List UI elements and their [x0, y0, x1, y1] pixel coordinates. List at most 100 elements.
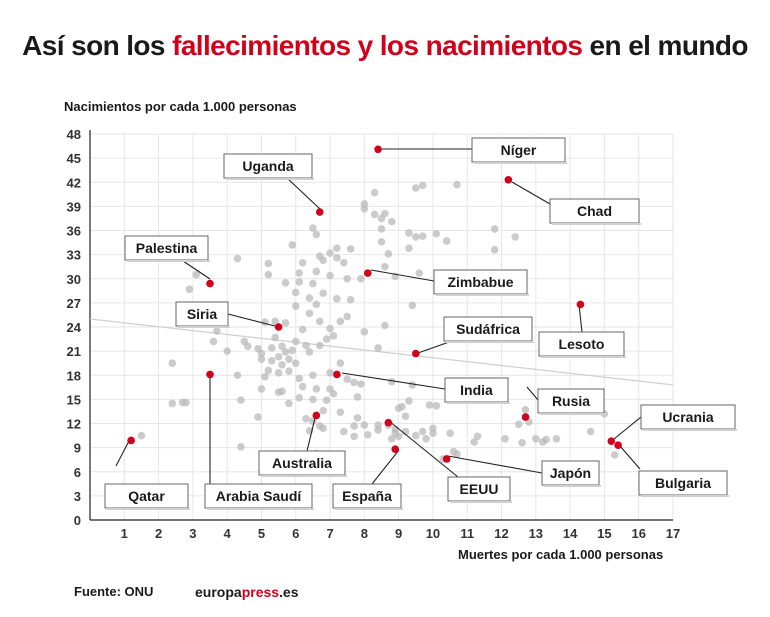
- label-box-shadow: [261, 475, 347, 477]
- y-tick-label: 12: [67, 417, 81, 432]
- highlight-palestina: Palestina: [124, 235, 214, 288]
- data-point: [343, 375, 352, 384]
- data-point: [302, 341, 310, 350]
- highlight-eeuu: EEUU: [384, 418, 512, 503]
- highlight-point: [521, 413, 530, 421]
- data-point: [312, 300, 321, 309]
- data-point: [453, 450, 461, 458]
- x-tick-label: 11: [460, 526, 474, 541]
- data-point: [408, 301, 417, 310]
- highlight-zimbabue: Zimbabue: [363, 269, 529, 296]
- data-point: [411, 431, 420, 440]
- y-tick-label: 18: [67, 368, 81, 383]
- leader-line: [115, 438, 131, 467]
- data-point: [405, 229, 413, 237]
- data-point: [432, 402, 441, 410]
- data-point: [346, 295, 355, 304]
- x-tick-label: 16: [631, 526, 645, 541]
- data-point: [357, 380, 365, 388]
- point-label: Níger: [501, 142, 537, 158]
- data-point: [267, 356, 276, 365]
- data-point: [387, 434, 396, 443]
- data-point: [298, 258, 307, 267]
- data-point: [274, 369, 283, 377]
- x-tick-label: 17: [666, 526, 680, 541]
- y-tick-label: 0: [74, 513, 81, 528]
- data-point: [370, 210, 379, 219]
- data-point: [264, 259, 273, 268]
- data-point: [387, 217, 396, 226]
- y-axis-label: Nacimientos por cada 1.000 personas: [64, 99, 297, 114]
- y-tick-label: 24: [67, 320, 82, 335]
- point-label: EEUU: [460, 481, 499, 497]
- data-point: [271, 333, 279, 342]
- highlight-espana: España: [332, 445, 403, 510]
- label-box: [471, 137, 566, 163]
- data-point: [518, 439, 526, 447]
- data-point: [295, 374, 303, 383]
- x-tick-label: 3: [189, 526, 196, 541]
- brand-part-1: europa: [195, 584, 242, 600]
- data-point: [333, 244, 341, 252]
- data-point: [281, 278, 290, 287]
- highlight-chad: Chad: [504, 176, 641, 225]
- highlight-point: [607, 437, 616, 445]
- highlight-siria: Siria: [175, 301, 283, 331]
- data-point: [223, 347, 231, 355]
- data-point: [446, 429, 454, 437]
- highlight-lesoto: Lesoto: [538, 300, 626, 358]
- x-tick-label: 14: [563, 526, 578, 541]
- data-point: [360, 204, 369, 213]
- label-box: [204, 483, 313, 509]
- data-point: [237, 396, 245, 404]
- x-tick-label: 1: [121, 526, 128, 541]
- data-point: [350, 378, 358, 387]
- data-point: [288, 346, 297, 355]
- data-point: [237, 443, 245, 451]
- highlight-ucrania: Ucrania: [607, 404, 737, 445]
- chart-title: Así son los fallecimientos y los nacimie…: [0, 30, 770, 62]
- y-tick-label: 9: [74, 441, 81, 456]
- data-point: [326, 271, 334, 280]
- x-tick-label: 10: [426, 526, 440, 541]
- data-point: [326, 324, 334, 333]
- y-tick-label: 27: [67, 296, 81, 311]
- label-box: [223, 153, 313, 179]
- data-point: [415, 269, 424, 277]
- data-point: [315, 317, 324, 326]
- label-box-shadow: [335, 508, 403, 510]
- label-box-shadow: [540, 413, 606, 415]
- data-point: [370, 188, 379, 197]
- data-point: [432, 229, 441, 238]
- data-point: [336, 359, 345, 367]
- label-box-shadow: [541, 356, 626, 358]
- data-point: [319, 256, 328, 265]
- label-box-shadow: [552, 223, 641, 225]
- data-point: [305, 348, 314, 356]
- trend-line: [89, 318, 674, 386]
- data-point: [514, 420, 523, 429]
- data-point: [336, 408, 345, 417]
- data-point: [298, 325, 307, 334]
- data-point: [343, 274, 352, 283]
- data-point: [381, 209, 389, 218]
- data-point: [363, 430, 372, 439]
- brand-logo: europapress.es: [195, 584, 299, 600]
- data-point: [302, 414, 310, 423]
- y-tick-label: 3: [74, 489, 81, 504]
- x-tick-label: 13: [529, 526, 543, 541]
- data-point: [374, 344, 382, 352]
- data-point: [405, 397, 413, 405]
- label-box: [447, 476, 511, 502]
- data-point: [233, 254, 242, 263]
- label-box-shadow: [474, 162, 567, 164]
- source-note: Fuente: ONU: [74, 584, 154, 599]
- data-point: [411, 233, 420, 241]
- data-point: [168, 399, 177, 408]
- data-point: [552, 434, 561, 443]
- y-tick-label: 33: [67, 248, 81, 263]
- highlight-point: [576, 300, 585, 309]
- leader-line: [227, 313, 276, 327]
- data-point: [291, 288, 300, 297]
- highlight-point: [504, 176, 513, 184]
